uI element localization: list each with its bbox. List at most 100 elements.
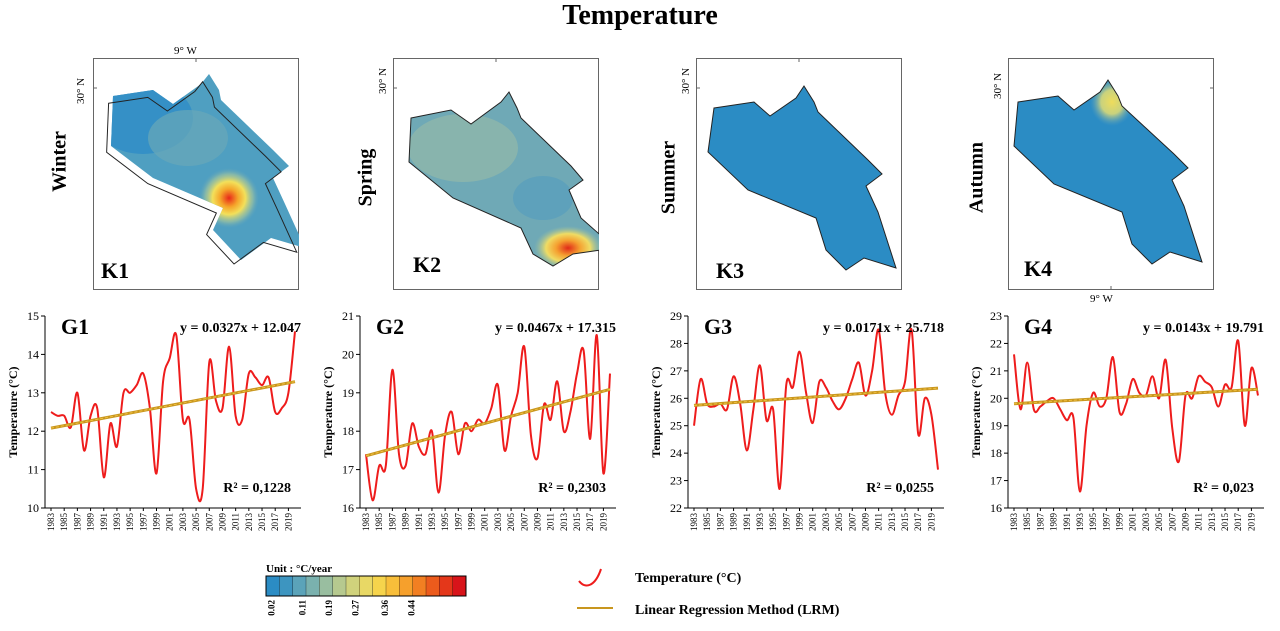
colorbar-tick-label: 0.02 [267,600,277,616]
x-tick-label: 2015 [572,513,582,532]
equation-label: y = 0.0467x + 17.315 [495,321,616,336]
latitude-label: 30° N [992,72,1005,100]
x-tick-label: 2007 [519,513,529,532]
y-tick-label: 21 [342,309,354,323]
y-tick-label: 24 [670,446,682,460]
map-k1-svg: K1 [93,58,299,290]
x-tick-label: 1999 [1115,513,1125,532]
map-fill [148,110,228,166]
chart-svg: 16 17 18 19 20 21 22 23 1983 1985 1987 1989 1991 1993… [969,309,1264,532]
y-tick-label: 17 [990,474,1002,488]
map-label: K2 [413,252,441,277]
x-tick-label: 1995 [768,513,778,532]
x-tick-label: 2007 [847,513,857,532]
colorbar-swatch [279,575,294,597]
map-label: K4 [1024,256,1052,281]
graph-id-label: G1 [61,314,89,339]
x-tick-label: 2011 [546,513,556,531]
y-axis-label: Temperature (°C) [321,366,335,457]
x-tick-label: 2009 [860,513,870,532]
x-tick-label: 2009 [1180,513,1190,532]
y-tick-label: 21 [990,364,1002,378]
x-tick-label: 1989 [729,513,739,532]
x-tick-label: 2007 [1167,513,1177,532]
y-tick-label: 28 [670,336,682,350]
figure-title: Temperature [562,0,718,31]
x-tick-label: 2005 [506,513,516,532]
map-k1: K1 [93,58,299,290]
colorbar-tick-label: 0.44 [407,600,417,616]
legend-temperature-swatch [578,568,602,587]
x-tick-label: 2019 [926,513,936,532]
x-tick-label: 2013 [1207,513,1217,532]
y-tick-label: 19 [342,386,354,400]
regression-line-overlay [1013,388,1259,405]
x-tick-label: 1985 [374,513,384,532]
x-tick-label: 1987 [1035,513,1045,532]
colorbar: Unit : °C/year 0.02 0.11 0.19 0.27 0.36 0.44 [258,562,473,626]
y-axis-label: Temperature (°C) [969,366,983,457]
map-label: K3 [716,258,744,283]
colorbar-swatch [332,575,347,597]
y-tick-label: 20 [342,347,354,361]
y-tick-label: 25 [670,419,682,433]
equation-label: y = 0.0171x + 25.718 [823,321,944,336]
x-tick-label: 2013 [559,513,569,532]
y-tick-label: 23 [670,474,682,488]
season-label-summer: Summer [657,140,680,215]
y-tick-label: 13 [27,386,39,400]
y-tick-label: 20 [990,391,1002,405]
x-tick-label: 1997 [138,513,148,532]
x-tick-label: 1985 [1022,513,1032,532]
x-tick-label: 2011 [1194,513,1204,531]
temperature-series-line [693,327,939,490]
chart-svg: 10 11 12 13 14 15 1983 1985 1987 1989 1991 1993 1995… [6,309,301,532]
x-tick-label: 1997 [781,513,791,532]
y-tick-label: 12 [27,424,39,438]
y-tick-label: 16 [990,501,1002,515]
legend: Temperature (°C) Linear Regression Metho… [575,565,935,623]
x-tick-label: 1985 [59,513,69,532]
x-tick-label: 1993 [112,513,122,532]
colorbar-tick-label: 0.11 [297,600,307,616]
x-tick-label: 1993 [1075,513,1085,532]
colorbar-tick-label: 0.36 [380,600,390,616]
x-tick-label: 2019 [1246,513,1256,532]
x-tick-label: 2013 [887,513,897,532]
colorbar-swatch [372,575,387,597]
x-tick-label: 2001 [165,513,175,531]
colorbar-swatch [305,575,320,597]
equation-label: y = 0.0327x + 12.047 [180,321,301,336]
x-tick-label: 2019 [283,513,293,532]
x-tick-label: 2005 [1154,513,1164,532]
colorbar-swatch [425,575,440,597]
colorbar-tick-label: 0.19 [324,600,334,616]
x-tick-label: 1995 [1088,513,1098,532]
y-tick-label: 18 [342,424,354,438]
graph-g1: 10 11 12 13 14 15 1983 1985 1987 1989 1991 1993 1995… [5,308,305,548]
colorbar-swatch [412,575,427,597]
map-label: K1 [101,258,129,283]
x-tick-label: 1989 [1049,513,1059,532]
y-tick-label: 18 [990,446,1002,460]
legend-svg: Temperature (°C) Linear Regression Metho… [577,568,840,618]
y-tick-label: 14 [27,347,39,361]
y-tick-label: 10 [27,501,39,515]
map-k2: K2 [393,58,617,290]
x-tick-label: 2017 [913,513,923,532]
longitude-label: 9° W [1090,293,1113,305]
y-tick-label: 15 [27,309,39,323]
x-tick-label: 1997 [453,513,463,532]
x-tick-label: 1991 [99,513,109,531]
map-fill [513,176,573,220]
x-tick-label: 1983 [689,513,699,532]
regression-line-overlay [365,388,611,457]
x-tick-label: 1991 [414,513,424,531]
legend-temperature-label: Temperature (°C) [635,571,742,586]
y-tick-label: 22 [990,336,1002,350]
x-tick-label: 1987 [387,513,397,532]
graph-g2: 16 17 18 19 20 21 1983 1985 1987 1989 1991 1993 1995… [320,308,620,548]
x-tick-label: 1991 [1062,513,1072,531]
season-label-spring: Spring [354,148,377,207]
x-tick-label: 1983 [46,513,56,532]
